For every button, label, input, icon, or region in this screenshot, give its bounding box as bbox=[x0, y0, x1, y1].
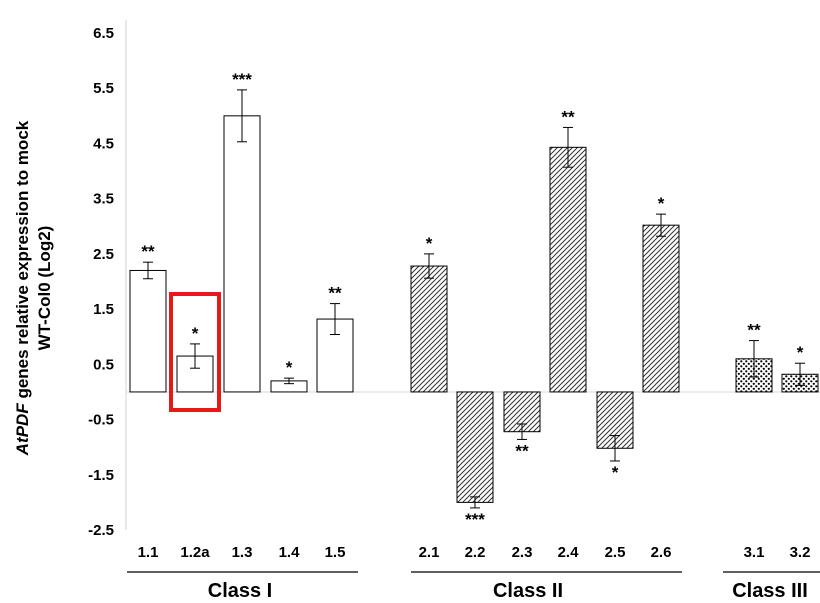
y-axis-ticks: -2.5 -1.5 -0.5 0.5 1.5 2.5 3.5 4.5 5.5 6.5 bbox=[88, 25, 114, 539]
significance-label: *** bbox=[232, 70, 252, 89]
group-labels: Class I Class II Class III bbox=[127, 571, 820, 602]
bar bbox=[642, 224, 680, 393]
category-label: 1.1 bbox=[138, 544, 159, 561]
significance-label: * bbox=[658, 194, 665, 213]
significance-label: ** bbox=[515, 441, 529, 460]
y-tick-label: 3.5 bbox=[93, 191, 114, 208]
significance-label: ** bbox=[747, 321, 761, 340]
y-axis-title-gene: AtPDF bbox=[13, 403, 32, 457]
error-bars bbox=[143, 89, 805, 509]
category-label: 3.1 bbox=[744, 544, 765, 561]
significance-label: ** bbox=[328, 284, 342, 303]
significance-label: * bbox=[797, 343, 804, 362]
significance-label: * bbox=[426, 234, 433, 253]
significance-label: * bbox=[192, 324, 199, 343]
bars bbox=[129, 115, 819, 503]
y-tick-label: 1.5 bbox=[93, 301, 114, 318]
y-tick-label: -2.5 bbox=[88, 522, 114, 539]
category-label: 2.1 bbox=[419, 544, 440, 561]
significance-label: * bbox=[612, 463, 619, 482]
y-tick-label: -0.5 bbox=[88, 412, 114, 429]
y-axis-title-line2: WT-Col0 (Log2) bbox=[35, 226, 54, 351]
y-tick-label: 4.5 bbox=[93, 135, 114, 152]
category-label: 1.5 bbox=[325, 544, 346, 561]
category-label: 1.3 bbox=[232, 544, 253, 561]
significance-label: ** bbox=[561, 107, 575, 126]
y-tick-label: 0.5 bbox=[93, 356, 114, 373]
bar bbox=[549, 146, 587, 393]
y-tick-label: 5.5 bbox=[93, 80, 114, 97]
svg-text:AtPDF genes relative expressio: AtPDF genes relative expression to mock bbox=[13, 120, 32, 456]
significance-label: ** bbox=[141, 242, 155, 261]
category-label: 1.2a bbox=[180, 544, 210, 561]
highlight-box bbox=[169, 292, 221, 412]
category-label: 3.2 bbox=[790, 544, 811, 561]
bar bbox=[129, 269, 167, 393]
y-axis-title: AtPDF genes relative expression to mock … bbox=[13, 120, 54, 456]
significance-label: * bbox=[286, 358, 293, 377]
group-label: Class I bbox=[208, 580, 272, 602]
bar bbox=[223, 115, 261, 393]
category-label: 2.3 bbox=[512, 544, 533, 561]
y-tick-label: 6.5 bbox=[93, 25, 114, 42]
significance-label: *** bbox=[465, 510, 485, 529]
y-axis-title-rest: genes relative expression to mock bbox=[13, 120, 32, 403]
category-labels: 1.1 1.2a 1.3 1.4 1.5 2.1 2.2 2.3 2.4 2.5 2.6 3.1 3.2 bbox=[138, 544, 811, 561]
category-label: 2.4 bbox=[558, 544, 580, 561]
category-label: 2.2 bbox=[465, 544, 486, 561]
group-label: Class II bbox=[493, 580, 563, 602]
y-tick-label: -1.5 bbox=[88, 467, 114, 484]
category-label: 2.6 bbox=[651, 544, 672, 561]
category-label: 1.4 bbox=[279, 544, 301, 561]
bar bbox=[456, 391, 494, 503]
group-label: Class III bbox=[732, 580, 808, 602]
significance-labels: ********************** bbox=[141, 70, 803, 529]
category-label: 2.5 bbox=[605, 544, 626, 561]
y-tick-label: 2.5 bbox=[93, 246, 114, 263]
bar bbox=[410, 265, 448, 393]
